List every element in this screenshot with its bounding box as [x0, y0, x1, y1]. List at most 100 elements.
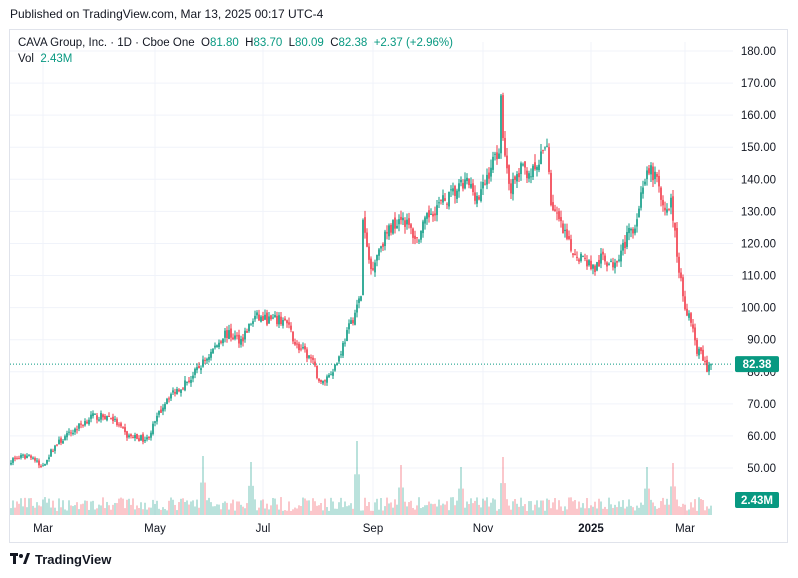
volume-bar — [244, 508, 246, 515]
candle-body — [586, 260, 588, 267]
candle-body — [56, 444, 58, 446]
candle-body — [356, 304, 358, 313]
candle-body — [618, 259, 620, 261]
volume-bar — [338, 502, 340, 515]
candle-body — [476, 195, 478, 204]
candle-body — [50, 449, 52, 457]
volume-bar — [518, 506, 520, 515]
candle-body — [344, 342, 346, 344]
volume-bar — [272, 497, 274, 515]
volume-bar — [694, 499, 696, 515]
volume-bar — [88, 509, 90, 515]
candle-body — [144, 439, 146, 442]
candle-body — [412, 228, 414, 238]
candle-body — [658, 175, 660, 187]
volume-bar — [690, 502, 692, 515]
volume-bar — [454, 505, 456, 515]
volume-bar — [216, 504, 218, 515]
candle-body — [268, 316, 270, 324]
candle-body — [168, 398, 170, 400]
candle-body — [232, 337, 234, 340]
volume-bar — [12, 500, 14, 515]
volume-bar — [476, 497, 478, 515]
volume-bar — [468, 504, 470, 515]
volume-bar — [636, 505, 638, 515]
candle-body — [670, 197, 672, 208]
volume-bar — [184, 502, 186, 515]
volume-bar — [364, 497, 366, 515]
candle-body — [300, 348, 302, 350]
volume-bar — [424, 505, 426, 515]
volume-bar — [394, 499, 396, 515]
candle-body — [468, 179, 470, 186]
footer-brand[interactable]: TradingView — [10, 552, 111, 567]
candle-body — [456, 190, 458, 199]
candle-body — [446, 203, 448, 205]
volume-bar — [54, 507, 56, 515]
volume-bar — [520, 497, 522, 515]
volume-bar — [380, 498, 382, 515]
volume-bar — [506, 499, 508, 515]
candle-body — [408, 218, 410, 225]
volume-bar — [540, 500, 542, 515]
volume-bar — [284, 510, 286, 515]
candle-body — [422, 221, 424, 234]
candle-body — [404, 220, 406, 227]
candle-body — [426, 212, 428, 219]
volume-bar — [362, 510, 364, 515]
volume-bar — [598, 498, 600, 515]
volume-bar — [304, 498, 306, 515]
candle-body — [550, 172, 552, 206]
candle-body — [226, 330, 228, 338]
volume-bar — [484, 500, 486, 515]
volume-bar — [156, 500, 158, 515]
candle-body — [534, 162, 536, 170]
volume-bar — [144, 502, 146, 515]
candle-body — [208, 357, 210, 360]
volume-bar — [172, 499, 174, 515]
volume-bar — [280, 497, 282, 515]
volume-bar — [192, 500, 194, 515]
volume-bar — [552, 502, 554, 515]
volume-bar — [94, 509, 96, 515]
candle-body — [700, 347, 702, 352]
volume-bar — [682, 503, 684, 515]
candle-body — [254, 315, 256, 320]
volume-bar — [96, 508, 98, 515]
volume-bar — [142, 509, 144, 515]
candle-body — [362, 219, 364, 296]
volume-bar — [14, 507, 16, 515]
volume-bar — [586, 498, 588, 515]
volume-bar — [414, 509, 416, 515]
candle-body — [342, 342, 344, 356]
candle-body — [206, 358, 208, 361]
candle-body — [62, 440, 64, 444]
candle-body — [414, 235, 416, 239]
volume-bar — [556, 509, 558, 515]
volume-bar — [20, 498, 22, 515]
candle-body — [504, 137, 506, 156]
volume-bar — [92, 500, 94, 515]
volume-bar — [386, 497, 388, 515]
candle-body — [602, 251, 604, 255]
volume-bar — [248, 485, 250, 515]
candle-body — [438, 202, 440, 204]
volume-bar — [50, 507, 52, 515]
volume-bar — [36, 502, 38, 515]
candle-body — [178, 389, 180, 392]
candle-body — [604, 255, 606, 262]
candle-body — [188, 380, 190, 382]
candle-body — [298, 343, 300, 351]
candle-body — [320, 379, 322, 383]
candle-body — [316, 365, 318, 378]
candle-body — [152, 423, 154, 435]
volume-bar — [446, 501, 448, 515]
candle-body — [66, 433, 68, 438]
candle-body — [222, 339, 224, 344]
volume-bar — [10, 508, 12, 515]
candle-body — [480, 189, 482, 201]
candle-body — [640, 192, 642, 208]
volume-bar — [460, 467, 462, 515]
candle-body — [538, 164, 540, 171]
